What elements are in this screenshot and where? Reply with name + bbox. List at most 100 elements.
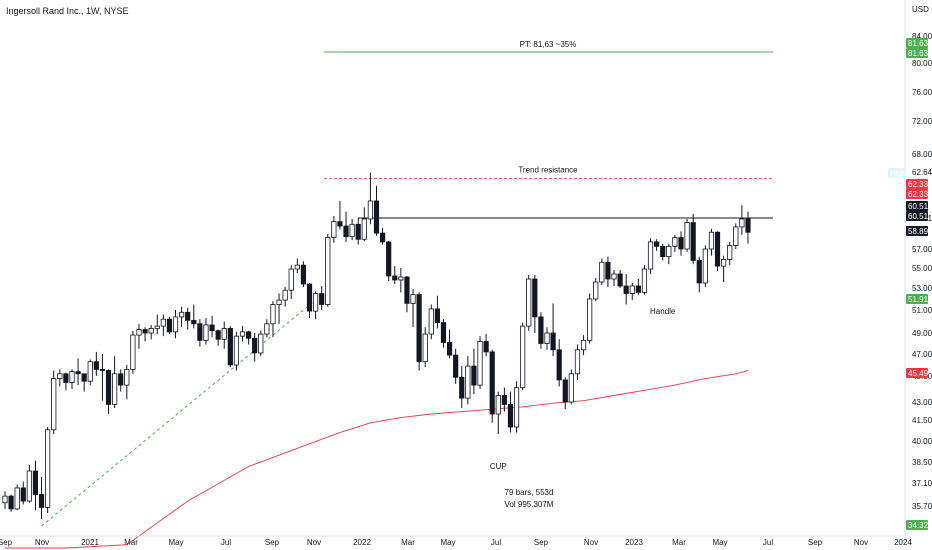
x-tick-label: 2024	[894, 538, 912, 547]
candle	[300, 261, 307, 287]
candle	[647, 238, 654, 274]
price-badge: High	[888, 168, 906, 178]
x-tick-label: 2023	[625, 538, 643, 547]
range-volume-label: Vol 995.307M	[505, 500, 554, 509]
price-badge: 51.91	[906, 294, 929, 304]
candle	[654, 239, 660, 251]
y-tick-label: 35.70	[912, 502, 932, 511]
svg-text:45.49: 45.49	[908, 369, 929, 378]
candle	[507, 391, 514, 433]
y-tick-label: 43.00	[912, 398, 932, 407]
candle	[270, 301, 276, 338]
candle	[319, 286, 325, 310]
candle	[544, 327, 550, 350]
candle	[93, 351, 99, 376]
x-tick-label: Jul	[763, 538, 773, 547]
candle	[8, 494, 14, 512]
candle	[733, 223, 739, 249]
candle	[185, 307, 191, 330]
x-tick-label: Nov	[854, 538, 868, 547]
candle	[203, 318, 209, 345]
price-target-label: PT: 81,63 ~35%	[520, 40, 577, 49]
candle	[727, 241, 733, 266]
candle	[294, 258, 300, 273]
candle	[410, 289, 416, 328]
candle	[373, 185, 380, 236]
candle	[361, 207, 367, 242]
candle	[355, 218, 361, 245]
candle	[520, 322, 526, 391]
candle	[392, 266, 398, 284]
x-tick-label: Sep	[0, 538, 13, 547]
candle	[276, 293, 282, 324]
candle	[599, 258, 605, 285]
candle	[386, 241, 392, 281]
candle	[325, 233, 331, 307]
svg-text:81.63: 81.63	[908, 49, 929, 58]
y-tick-label: 40.00	[912, 437, 932, 446]
candle	[714, 231, 721, 271]
svg-text:58.89: 58.89	[908, 227, 929, 236]
x-tick-label: 2022	[353, 538, 371, 547]
trend-resistance-label: Trend resistance	[518, 166, 578, 175]
candle	[617, 270, 623, 288]
candle	[142, 327, 148, 342]
candle	[99, 354, 106, 401]
candle	[179, 306, 185, 328]
candle	[660, 243, 666, 261]
candle	[112, 356, 118, 408]
handle-label: Handle	[650, 307, 676, 316]
candle	[264, 319, 270, 338]
x-tick-label: Sep	[265, 538, 280, 547]
candle	[446, 329, 453, 359]
candle	[124, 365, 130, 400]
x-tick-label: Jul	[491, 538, 501, 547]
candle	[739, 205, 745, 235]
candle	[672, 234, 678, 252]
candle	[69, 369, 75, 389]
candle	[105, 369, 112, 414]
candle	[379, 227, 386, 245]
candle	[154, 314, 160, 335]
y-tick-label: 76.00	[912, 88, 932, 97]
candle	[489, 349, 495, 423]
candle	[708, 228, 715, 256]
candle	[245, 330, 252, 345]
candle	[416, 292, 422, 371]
svg-text:81.63: 81.63	[908, 39, 929, 48]
candle	[696, 256, 702, 293]
candle	[434, 295, 440, 329]
candle	[166, 316, 173, 335]
candle	[32, 460, 39, 511]
svg-text:62.33: 62.33	[908, 190, 929, 199]
candle	[148, 324, 154, 340]
x-tick-label: May	[440, 538, 455, 547]
y-tick-label: 68.00	[912, 150, 932, 159]
y-tick-label: 47.00	[912, 350, 932, 359]
range-bars-label: 79 bars, 553d	[505, 488, 554, 497]
candle	[367, 172, 374, 225]
candle	[422, 327, 428, 368]
candle	[337, 200, 343, 230]
candle	[440, 319, 447, 348]
candle	[172, 310, 179, 339]
currency-label: USD	[912, 5, 929, 14]
price-badge: 62.33	[906, 179, 929, 189]
candle	[75, 358, 81, 386]
candle	[471, 348, 477, 395]
price-badge: 45.49	[906, 368, 929, 378]
svg-text:60.51: 60.51	[908, 212, 929, 221]
x-tick-label: Mar	[672, 538, 686, 547]
candle	[282, 287, 288, 307]
y-tick-label: 37.10	[912, 479, 932, 488]
y-tick-label: 41.50	[912, 416, 932, 425]
candle	[63, 372, 69, 391]
y-tick-label: 49.00	[912, 329, 932, 338]
candle	[459, 366, 465, 408]
candle	[574, 344, 581, 380]
price-badge: 58.89	[906, 226, 929, 236]
svg-text:62.33: 62.33	[908, 180, 929, 189]
candle	[258, 330, 264, 357]
x-tick-label: Mar	[401, 538, 415, 547]
